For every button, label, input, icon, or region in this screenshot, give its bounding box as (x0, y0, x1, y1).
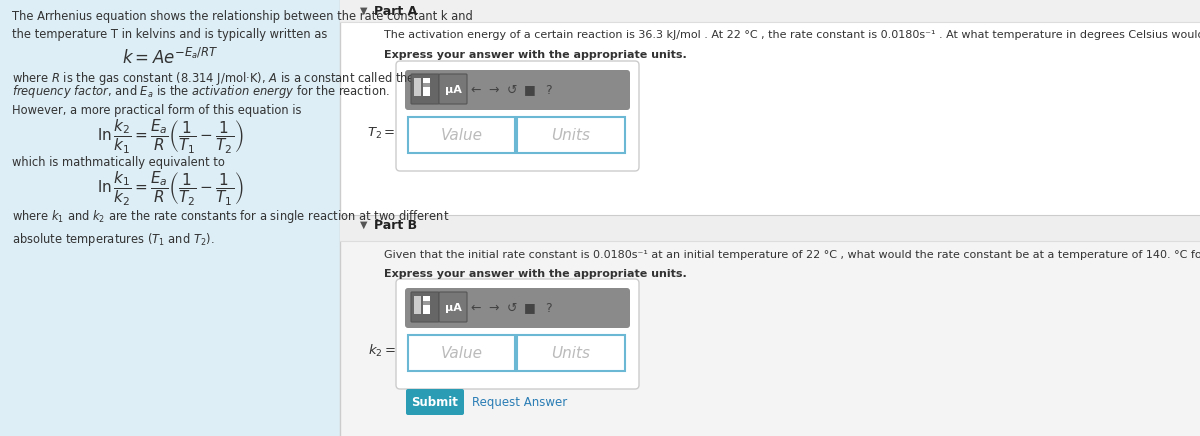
Text: $k = Ae^{-E_a/RT}$: $k = Ae^{-E_a/RT}$ (121, 48, 218, 68)
Bar (408, 117, 515, 153)
FancyBboxPatch shape (439, 74, 467, 104)
Text: ?: ? (545, 84, 551, 96)
Bar (517, 335, 625, 371)
Text: →: → (488, 302, 499, 314)
Bar (414, 296, 421, 314)
Text: $T_2 =$: $T_2 =$ (367, 126, 396, 140)
Bar (340, 0, 1200, 215)
Bar (424, 78, 430, 96)
Text: Part A: Part A (374, 5, 418, 18)
Text: μA: μA (444, 303, 462, 313)
Text: ■: ■ (524, 84, 536, 96)
Text: where $R$ is the gas constant (8.314 J/mol·K), $A$ is a constant called the: where $R$ is the gas constant (8.314 J/m… (12, 70, 415, 87)
FancyBboxPatch shape (406, 389, 464, 415)
Text: →: → (488, 84, 499, 96)
Bar (424, 83, 430, 87)
Text: ←: ← (470, 84, 481, 96)
Bar (424, 296, 430, 314)
Bar (340, 0, 1200, 22)
Text: Express your answer with the appropriate units.: Express your answer with the appropriate… (384, 269, 686, 279)
Text: $\it{frequency\ factor}$, and $E_a$ is the $\it{activation\ energy}$ for the rea: $\it{frequency\ factor}$, and $E_a$ is t… (12, 83, 390, 100)
FancyBboxPatch shape (410, 292, 439, 322)
Text: μA: μA (444, 85, 462, 95)
Bar (517, 117, 625, 153)
Text: $\ln\dfrac{k_1}{k_2} = \dfrac{E_a}{R}\left(\dfrac{1}{T_2} - \dfrac{1}{T_1}\right: $\ln\dfrac{k_1}{k_2} = \dfrac{E_a}{R}\le… (97, 170, 244, 208)
Bar (0, 0, 340, 436)
Bar (340, 215, 1200, 436)
Bar (340, 215, 1200, 241)
Text: Submit: Submit (412, 395, 458, 409)
Text: ■: ■ (524, 302, 536, 314)
Text: ↺: ↺ (506, 302, 517, 314)
Text: Value: Value (442, 127, 482, 143)
Text: The Arrhenius equation shows the relationship between the rate constant k and
th: The Arrhenius equation shows the relatio… (12, 10, 473, 41)
Text: Request Answer: Request Answer (472, 395, 568, 409)
Text: Value: Value (442, 345, 482, 361)
Text: ?: ? (545, 302, 551, 314)
Text: ←: ← (470, 302, 481, 314)
Text: ▼: ▼ (360, 220, 367, 230)
Text: Units: Units (552, 127, 590, 143)
FancyBboxPatch shape (439, 292, 467, 322)
FancyBboxPatch shape (406, 288, 630, 328)
Text: $\ln\dfrac{k_2}{k_1} = \dfrac{E_a}{R}\left(\dfrac{1}{T_1} - \dfrac{1}{T_2}\right: $\ln\dfrac{k_2}{k_1} = \dfrac{E_a}{R}\le… (97, 118, 244, 156)
Bar (414, 78, 421, 96)
Text: $k_2 =$: $k_2 =$ (368, 343, 396, 359)
Text: which is mathmatically equivalent to: which is mathmatically equivalent to (12, 156, 224, 169)
Text: The activation energy of a certain reaction is 36.3 kJ/mol . At 22 °C , the rate: The activation energy of a certain react… (384, 30, 1200, 40)
FancyBboxPatch shape (410, 74, 439, 104)
Bar (424, 301, 430, 305)
FancyBboxPatch shape (406, 70, 630, 110)
Text: However, a more practical form of this equation is: However, a more practical form of this e… (12, 104, 301, 117)
Text: Part B: Part B (374, 219, 418, 232)
Text: ↺: ↺ (506, 84, 517, 96)
Text: Units: Units (552, 345, 590, 361)
FancyBboxPatch shape (396, 279, 640, 389)
Text: ▼: ▼ (360, 6, 367, 16)
Text: where $k_1$ and $k_2$ are the rate constants for a single reaction at two differ: where $k_1$ and $k_2$ are the rate const… (12, 208, 450, 248)
Text: Given that the initial rate constant is 0.0180s⁻¹ at an initial temperature of 2: Given that the initial rate constant is … (384, 250, 1200, 260)
Text: Express your answer with the appropriate units.: Express your answer with the appropriate… (384, 50, 686, 60)
Bar (408, 335, 515, 371)
FancyBboxPatch shape (396, 61, 640, 171)
